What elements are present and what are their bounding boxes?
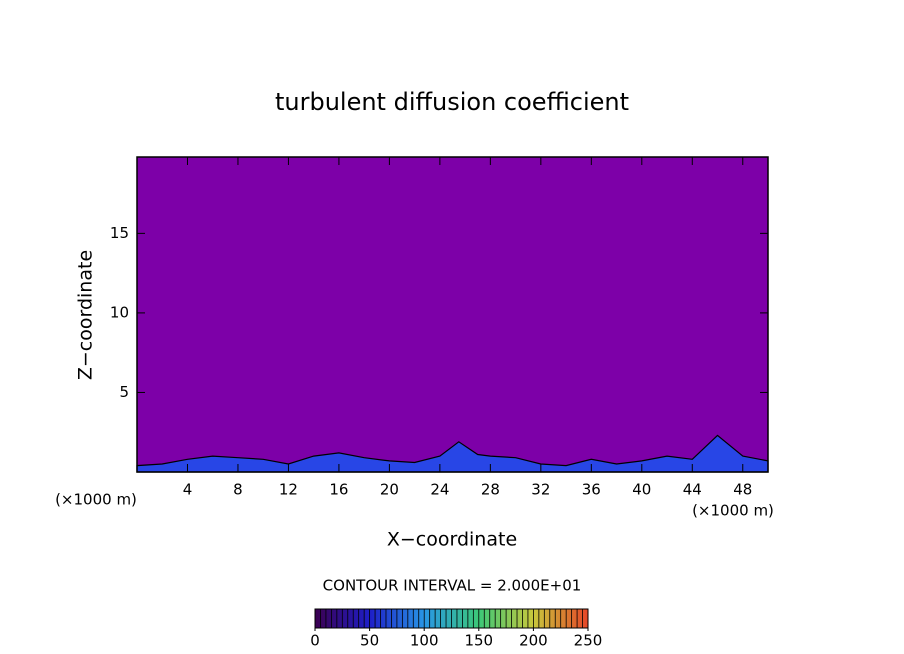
contour-interval: CONTOUR INTERVAL = 2.000E+01 bbox=[323, 577, 582, 595]
x-tick-label: 20 bbox=[380, 481, 399, 499]
x-tick-label: 24 bbox=[430, 481, 449, 499]
x-tick-label: 32 bbox=[531, 481, 550, 499]
x-tick-label: 44 bbox=[683, 481, 702, 499]
y-tick-label: 15 bbox=[110, 224, 129, 242]
plot-frame bbox=[136, 156, 769, 473]
x-tick-label: 4 bbox=[183, 481, 193, 499]
colorbar-tick-label: 150 bbox=[464, 632, 493, 650]
colorbar-tick-label: 200 bbox=[519, 632, 548, 650]
colorbar-tick-label: 250 bbox=[574, 632, 603, 650]
y-axis-label: Z−coordinate bbox=[75, 250, 97, 380]
x-tick-label: 28 bbox=[481, 481, 500, 499]
x-axis-label: X−coordinate bbox=[387, 529, 517, 551]
field-background bbox=[137, 157, 768, 472]
turbulent-layer bbox=[136, 434, 769, 473]
y-tick-label: 10 bbox=[110, 303, 129, 321]
x-tick-label: 8 bbox=[233, 481, 243, 499]
y-tick-label: 5 bbox=[119, 383, 129, 401]
colorbar-tick-label: 50 bbox=[360, 632, 379, 650]
x-tick-label: 16 bbox=[329, 481, 348, 499]
x-tick-label: 48 bbox=[733, 481, 752, 499]
colorbar-tick-label: 0 bbox=[310, 632, 320, 650]
chart-title: turbulent diffusion coefficient bbox=[275, 88, 629, 116]
x-unit: (×1000 m) bbox=[692, 502, 774, 520]
x-tick-label: 12 bbox=[279, 481, 298, 499]
x-tick-label: 36 bbox=[582, 481, 601, 499]
y-unit: (×1000 m) bbox=[55, 491, 137, 509]
x-tick-label: 40 bbox=[632, 481, 651, 499]
colorbar-tick-label: 100 bbox=[410, 632, 439, 650]
